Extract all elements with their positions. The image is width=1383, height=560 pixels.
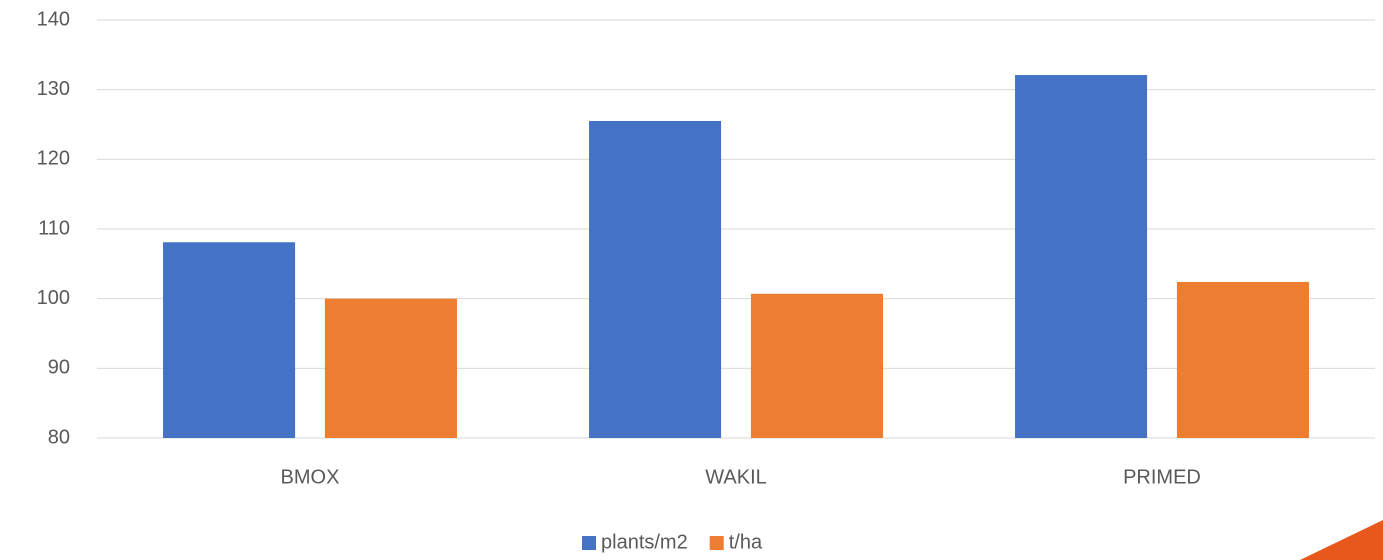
bar <box>1015 75 1148 438</box>
y-tick-label: 120 <box>37 148 70 170</box>
legend-label: t/ha <box>729 531 763 553</box>
bar <box>163 242 296 438</box>
x-tick-label: BMOX <box>281 466 340 488</box>
y-tick-label: 110 <box>38 217 70 239</box>
bar <box>324 298 457 438</box>
x-tick-label: PRIMED <box>1123 466 1201 488</box>
y-tick-label: 100 <box>37 287 70 309</box>
bar <box>589 121 722 439</box>
bar <box>750 293 883 438</box>
y-tick-label: 140 <box>37 8 70 30</box>
y-tick-label: 90 <box>48 357 70 379</box>
corner-decoration <box>1300 520 1383 560</box>
bar <box>1176 281 1309 438</box>
x-tick-label: WAKIL <box>705 466 767 488</box>
y-tick-label: 80 <box>48 426 70 448</box>
legend-swatch <box>582 536 596 550</box>
legend-swatch <box>709 536 724 550</box>
legend-label: plants/m2 <box>601 531 688 553</box>
y-tick-label: 130 <box>37 78 70 100</box>
